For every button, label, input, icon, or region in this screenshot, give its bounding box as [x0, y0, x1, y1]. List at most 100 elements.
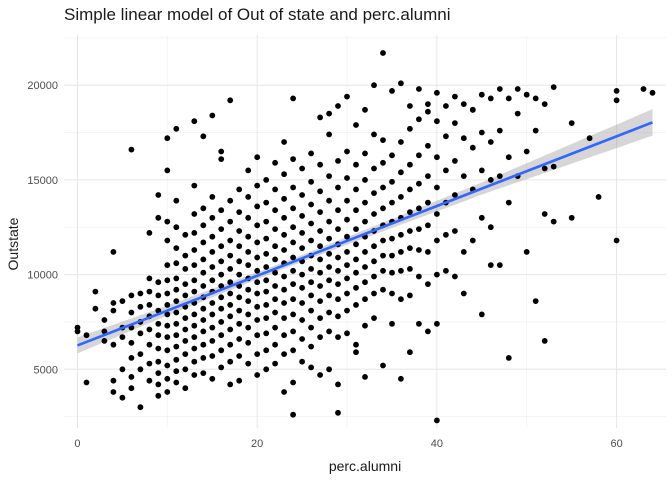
data-point — [407, 266, 413, 272]
x-tick-label: 0 — [74, 438, 80, 450]
data-point — [344, 233, 350, 240]
data-point — [290, 205, 296, 212]
data-point — [308, 220, 314, 227]
data-point — [371, 165, 377, 172]
data-point — [308, 364, 314, 371]
data-point — [173, 125, 180, 132]
data-point — [200, 328, 207, 335]
data-point — [272, 283, 278, 289]
data-point — [164, 262, 171, 268]
data-point — [227, 197, 234, 204]
data-point — [335, 267, 341, 274]
data-point — [326, 309, 332, 316]
data-point — [146, 288, 153, 295]
data-point — [137, 366, 144, 373]
data-point — [281, 231, 287, 238]
data-point — [308, 324, 314, 331]
data-point — [317, 315, 323, 321]
data-point — [254, 222, 261, 229]
data-point — [254, 317, 261, 323]
data-point — [254, 182, 261, 189]
data-point — [407, 186, 413, 193]
data-point — [254, 290, 261, 297]
data-point — [236, 353, 243, 359]
data-point — [398, 375, 404, 382]
data-point — [245, 360, 252, 367]
data-point — [478, 311, 485, 318]
data-point — [209, 233, 216, 240]
data-point — [299, 245, 305, 252]
data-point — [505, 95, 512, 102]
data-point — [299, 317, 305, 323]
data-point — [137, 351, 144, 357]
data-point — [371, 131, 377, 138]
data-point — [254, 203, 261, 210]
data-point — [389, 178, 395, 185]
data-point — [299, 230, 305, 236]
data-point — [227, 313, 234, 320]
data-point — [128, 374, 135, 380]
data-point — [416, 152, 422, 159]
data-point — [281, 300, 287, 306]
y-tick-label: 10000 — [27, 270, 58, 282]
data-point — [182, 281, 189, 287]
data-point — [272, 226, 278, 233]
data-point — [460, 101, 467, 107]
data-point — [452, 93, 458, 100]
data-point — [272, 309, 278, 316]
data-point — [362, 374, 368, 380]
data-point — [425, 108, 431, 115]
data-point — [272, 243, 278, 250]
data-point — [164, 362, 171, 369]
data-point — [434, 211, 440, 217]
data-point — [344, 216, 350, 223]
data-point — [245, 262, 252, 268]
data-point — [344, 249, 350, 255]
data-point — [173, 224, 180, 231]
data-point — [281, 247, 287, 253]
data-point — [83, 332, 90, 339]
data-point — [236, 228, 243, 234]
data-point — [155, 214, 162, 221]
data-point — [344, 148, 350, 155]
data-point — [380, 184, 386, 191]
data-point — [245, 298, 252, 304]
data-point — [407, 245, 413, 252]
data-point — [407, 103, 413, 109]
data-point — [290, 328, 296, 335]
data-point — [191, 277, 198, 284]
data-point — [164, 167, 171, 174]
data-point — [425, 173, 431, 180]
data-point — [353, 284, 359, 291]
data-point — [299, 358, 305, 365]
data-point — [218, 271, 225, 278]
data-point — [200, 283, 207, 289]
data-point — [236, 258, 243, 265]
data-point — [335, 334, 341, 340]
data-point — [317, 188, 323, 195]
data-point — [434, 237, 440, 244]
data-point — [362, 264, 368, 270]
data-point — [182, 315, 189, 321]
data-point — [460, 290, 467, 297]
data-point — [191, 247, 198, 253]
data-point — [245, 214, 252, 221]
data-point — [443, 167, 449, 174]
data-point — [128, 146, 135, 153]
y-axis-ticks: 5000 10000 15000 20000 — [27, 80, 58, 376]
data-point — [137, 330, 144, 337]
data-point — [308, 237, 314, 244]
data-point — [308, 266, 314, 272]
data-point — [308, 307, 314, 314]
data-point — [281, 214, 287, 221]
data-point — [164, 237, 171, 244]
data-point — [362, 218, 368, 225]
data-point — [200, 222, 207, 229]
data-point — [272, 186, 278, 193]
data-point — [326, 328, 332, 335]
data-point — [200, 205, 207, 212]
data-point — [182, 366, 189, 373]
data-point — [164, 290, 171, 297]
data-point — [398, 231, 404, 238]
data-point — [245, 249, 252, 255]
